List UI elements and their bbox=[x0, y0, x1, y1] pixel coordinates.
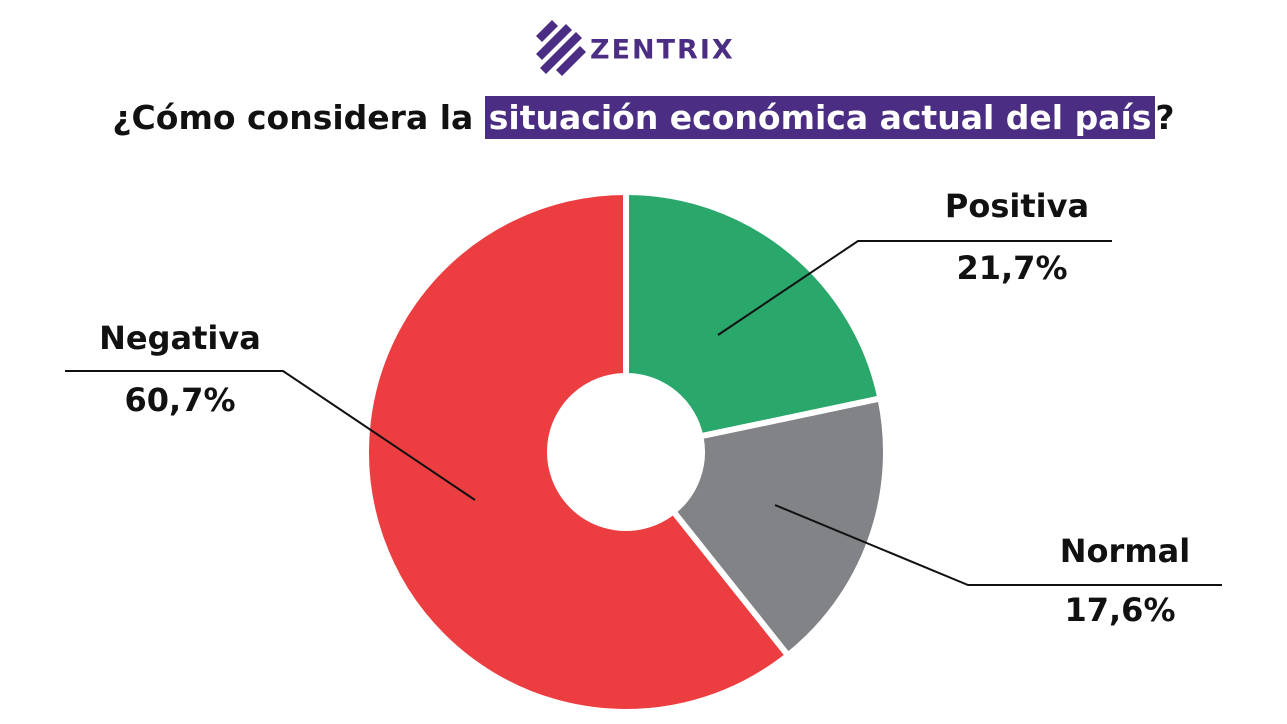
slice bbox=[363, 189, 791, 715]
title-part: ? bbox=[1155, 98, 1175, 137]
slice-label: Normal bbox=[1060, 532, 1190, 570]
value-label: 21,7% bbox=[956, 249, 1067, 287]
title-highlight: situación económica actual del país bbox=[484, 96, 1156, 139]
chart-title: ¿Cómo considera la situación económica a… bbox=[0, 96, 1287, 139]
slice bbox=[670, 395, 889, 659]
brand: ZENTRIX bbox=[590, 35, 735, 66]
value-label: 17,6% bbox=[1064, 591, 1175, 629]
logo-icon bbox=[536, 20, 586, 76]
title-part: ¿Cómo considera la bbox=[112, 98, 485, 137]
slice bbox=[623, 189, 884, 440]
leader-line bbox=[717, 240, 1112, 336]
leader-line bbox=[774, 504, 1222, 586]
slice-label: Negativa bbox=[99, 319, 261, 357]
slice-label: Positiva bbox=[945, 187, 1089, 225]
leader-line bbox=[65, 370, 476, 501]
value-label: 60,7% bbox=[124, 381, 235, 419]
